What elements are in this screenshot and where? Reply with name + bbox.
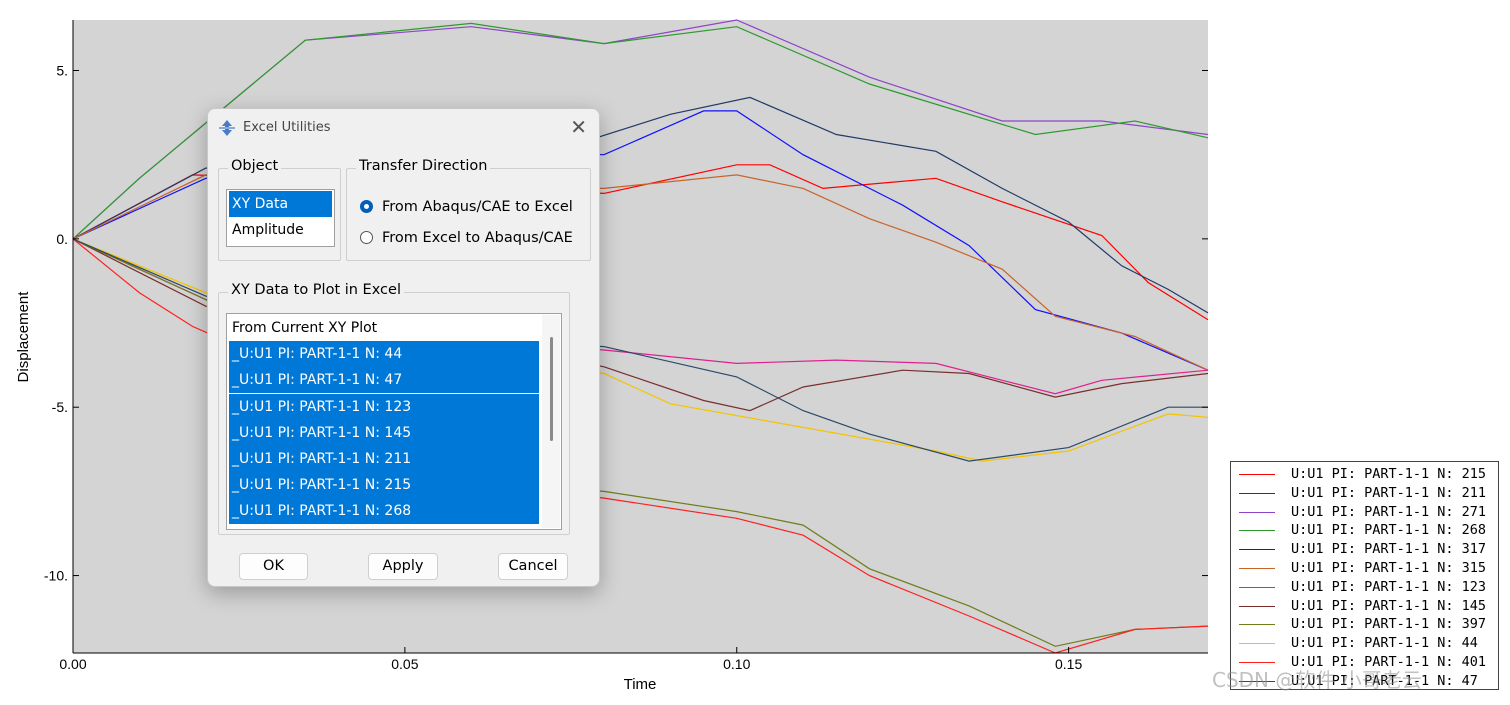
legend-swatch (1239, 492, 1275, 494)
y-tick-label: 0. (56, 231, 68, 247)
legend-swatch (1239, 549, 1275, 551)
legend-swatch (1239, 624, 1275, 626)
legend-label: U:U1 PI: PART-1-1 N: 401 (1291, 654, 1487, 670)
xy-data-list-item[interactable]: _U:U1 PI: PART-1-1 N: 123 (229, 393, 539, 420)
legend-entry: U:U1 PI: PART-1-1 N: 397 (1231, 615, 1498, 634)
object-group: Object XY Data Amplitude (218, 158, 341, 261)
radio-label: From Abaqus/CAE to Excel (382, 199, 573, 215)
xy-data-list-item[interactable]: _U:U1 PI: PART-1-1 N: 215 (229, 472, 539, 499)
xy-data-list-item[interactable]: From Current XY Plot (232, 320, 378, 336)
transfer-direction-label: Transfer Direction (356, 158, 491, 174)
plot-legend: U:U1 PI: PART-1-1 N: 215 U:U1 PI: PART-1-… (1230, 461, 1499, 690)
legend-entry: U:U1 PI: PART-1-1 N: 271 (1231, 503, 1498, 522)
xy-data-list-item[interactable]: _U:U1 PI: PART-1-1 N: 47 (229, 367, 539, 394)
object-group-label: Object (228, 158, 282, 174)
apply-button[interactable]: Apply (368, 553, 438, 580)
xy-data-list-item[interactable]: _U:U1 PI: PART-1-1 N: 268 (229, 498, 539, 525)
xy-data-list-item[interactable]: _U:U1 PI: PART-1-1 N: 145 (229, 419, 539, 446)
y-tick-label: -10. (44, 568, 68, 584)
dialog-titlebar[interactable]: Excel Utilities ✕ (208, 109, 599, 147)
legend-label: U:U1 PI: PART-1-1 N: 211 (1291, 484, 1487, 501)
radio-button[interactable] (360, 231, 373, 244)
ok-button[interactable]: OK (239, 553, 308, 580)
radio-label: From Excel to Abaqus/CAE (382, 230, 573, 246)
legend-entry: U:U1 PI: PART-1-1 N: 315 (1231, 559, 1498, 578)
x-tick-label: 0.15 (1055, 656, 1082, 672)
y-tick-label: -5. (52, 399, 68, 415)
x-tick-label: 0.05 (391, 656, 418, 672)
legend-label: U:U1 PI: PART-1-1 N: 44 (1291, 635, 1478, 652)
x-tick-label: 0.10 (723, 656, 750, 672)
legend-swatch (1239, 530, 1275, 532)
legend-entry: U:U1 PI: PART-1-1 N: 268 (1231, 521, 1498, 540)
legend-label: U:U1 PI: PART-1-1 N: 268 (1291, 522, 1487, 539)
legend-label: U:U1 PI: PART-1-1 N: 315 (1291, 560, 1487, 576)
axes (72, 20, 1208, 654)
legend-swatch (1239, 680, 1275, 682)
object-listbox[interactable]: XY Data Amplitude (226, 189, 335, 247)
legend-label: U:U1 PI: PART-1-1 N: 317 (1291, 541, 1487, 558)
legend-label: U:U1 PI: PART-1-1 N: 397 (1291, 616, 1487, 633)
xy-data-group-label: XY Data to Plot in Excel (228, 282, 404, 298)
legend-swatch (1239, 474, 1275, 475)
legend-label: U:U1 PI: PART-1-1 N: 271 (1291, 503, 1487, 520)
legend-entry: U:U1 PI: PART-1-1 N: 211 (1231, 484, 1498, 503)
tick-labels: 0.00 0.05 0.10 0.15 5. 0. -5. -10. (44, 63, 1208, 672)
xy-data-list-item[interactable]: _U:U1 PI: PART-1-1 N: 211 (229, 446, 539, 472)
xy-data-list-item[interactable]: _U:U1 PI: PART-1-1 N: 44 (229, 341, 539, 368)
xy-data-listbox[interactable]: _U:U1 PI: PART-1-1 N: 268 _U:U1 PI: PART-… (226, 313, 562, 530)
object-list-item[interactable]: XY Data (229, 191, 332, 217)
object-list-item[interactable]: Amplitude (232, 222, 304, 238)
watermark: CSDN @软件 小哥老云 (1212, 668, 1422, 692)
transfer-direction-group: Transfer Direction From Abaqus/CAE to Ex… (346, 158, 591, 261)
legend-swatch (1239, 605, 1275, 607)
scrollbar-thumb[interactable] (550, 337, 553, 441)
abaqus-app-icon (219, 120, 235, 136)
y-axis-label: Displacement (15, 291, 32, 383)
legend-swatch (1239, 643, 1275, 645)
legend-swatch (1239, 662, 1275, 663)
cancel-button[interactable]: Cancel (498, 553, 568, 580)
xy-data-group: XY Data to Plot in Excel _U:U1 PI: PART-… (218, 282, 570, 535)
dialog-title: Excel Utilities (243, 120, 331, 135)
radio-button[interactable] (360, 200, 373, 213)
legend-entry: U:U1 PI: PART-1-1 N: 145 (1231, 597, 1498, 616)
x-tick-label: 0.00 (59, 656, 86, 672)
legend-label: U:U1 PI: PART-1-1 N: 47 (1291, 672, 1478, 689)
legend-entry: U:U1 PI: PART-1-1 N: 317 (1231, 540, 1498, 559)
legend-label: U:U1 PI: PART-1-1 N: 215 (1291, 466, 1487, 482)
legend-entry: U:U1 PI: PART-1-1 N: 215 (1231, 465, 1498, 484)
legend-entry: U:U1 PI: PART-1-1 N: 401 (1231, 653, 1498, 672)
legend-swatch (1239, 568, 1275, 569)
legend-entry: U:U1 PI: PART-1-1 N: 47 (1231, 672, 1498, 691)
legend-label: U:U1 PI: PART-1-1 N: 123 (1291, 578, 1487, 595)
legend-entry: U:U1 PI: PART-1-1 N: 123 (1231, 578, 1498, 597)
legend-entry: U:U1 PI: PART-1-1 N: 44 (1231, 634, 1498, 653)
listbox-scrollbar[interactable] (542, 315, 560, 528)
legend-label: U:U1 PI: PART-1-1 N: 145 (1291, 597, 1487, 614)
y-tick-label: 5. (56, 63, 68, 79)
excel-utilities-dialog: Excel Utilities ✕ Object XY Data Amplitud… (207, 108, 600, 587)
close-icon[interactable]: ✕ (570, 115, 587, 139)
x-axis-label: Time (624, 676, 657, 693)
legend-swatch (1239, 586, 1275, 588)
legend-swatch (1239, 511, 1275, 513)
